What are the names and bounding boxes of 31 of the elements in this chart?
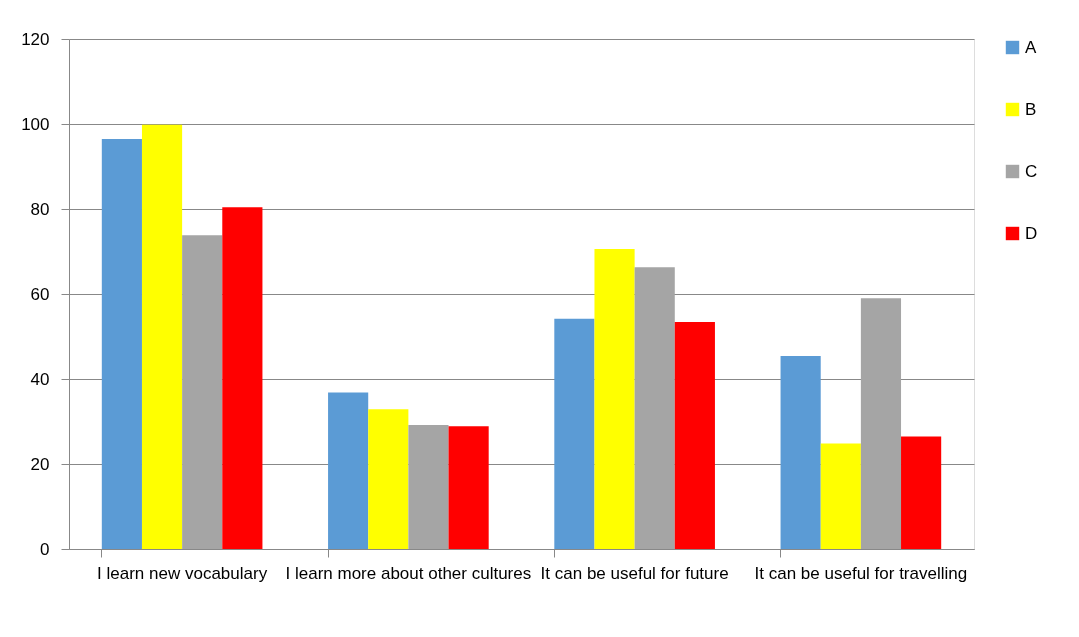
legend-label: C [1025, 161, 1038, 181]
bar [328, 392, 369, 549]
bar [101, 138, 142, 549]
legend-label: A [1025, 37, 1037, 57]
y-tick-label: 0 [40, 539, 50, 559]
y-tick-label: 80 [30, 199, 50, 219]
y-tick-label: 120 [21, 29, 50, 49]
bar [408, 424, 449, 549]
bar [634, 267, 675, 549]
x-tick-label: It can be useful for travelling [754, 563, 968, 583]
x-tick-label: It can be useful for future [540, 563, 729, 583]
bar [141, 124, 183, 549]
bar [901, 436, 942, 549]
bar [554, 318, 595, 549]
y-tick-label: 60 [30, 284, 50, 304]
bar [674, 322, 715, 549]
legend-label: B [1025, 99, 1037, 119]
y-tick-label: 100 [21, 114, 50, 134]
bar [182, 235, 223, 549]
bar [820, 443, 861, 549]
legend-label: D [1025, 223, 1038, 243]
x-tick-label: I learn more about other cultures [285, 563, 532, 583]
bar [594, 248, 635, 549]
y-tick-label: 40 [30, 369, 50, 389]
bar [448, 426, 489, 549]
bar [368, 409, 409, 549]
bar [222, 207, 263, 549]
bar [780, 356, 821, 549]
bar [860, 298, 902, 549]
y-tick-label: 20 [30, 454, 50, 474]
x-tick-label: I learn new vocabulary [97, 563, 268, 583]
